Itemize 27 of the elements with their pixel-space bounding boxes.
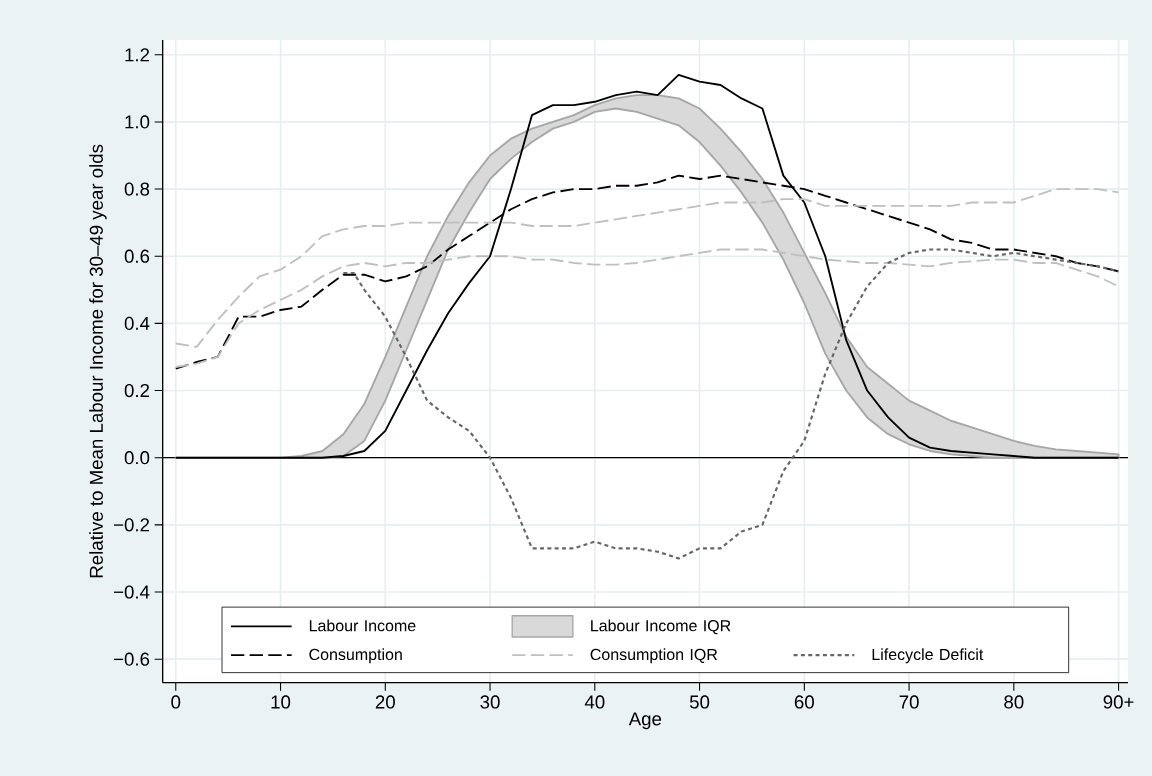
- legend-label: Consumption IQR: [590, 648, 718, 664]
- legend-label: Labour Income: [309, 619, 416, 632]
- x-tick-label: 80: [1004, 695, 1024, 709]
- y-axis-title: Relative to Mean Labour Income for 30–49 year olds: [89, 144, 107, 578]
- x-tick-label: 0: [171, 695, 181, 709]
- y-tick-label: 1.0: [125, 115, 150, 129]
- y-tick-label: 0.6: [124, 249, 150, 263]
- x-tick-label: 20: [375, 695, 395, 709]
- legend-label: Labour Income IQR: [591, 619, 731, 635]
- legend-label: Consumption: [309, 648, 402, 664]
- x-tick-label: 40: [584, 695, 605, 709]
- x-tick-label: 50: [689, 695, 710, 709]
- y-tick-label: 1.2: [125, 48, 150, 62]
- y-tick-label: −0.6: [114, 652, 150, 666]
- legend-label: Lifecycle Deficit: [872, 648, 984, 664]
- x-tick-label: 60: [794, 695, 814, 709]
- y-tick-label: 0.8: [124, 182, 150, 196]
- y-tick-label: 0.2: [124, 383, 150, 398]
- y-tick-label: 0.4: [124, 316, 150, 330]
- y-tick-label: −0.4: [114, 585, 150, 599]
- x-tick-label: 10: [271, 695, 291, 709]
- x-tick-label: 30: [480, 695, 500, 709]
- x-tick-label: 90+: [1103, 695, 1134, 709]
- y-tick-label: −0.2: [114, 518, 150, 532]
- x-tick-label: 70: [899, 695, 919, 709]
- y-tick-label: 0.0: [124, 451, 150, 465]
- x-axis-title: Age: [628, 712, 662, 730]
